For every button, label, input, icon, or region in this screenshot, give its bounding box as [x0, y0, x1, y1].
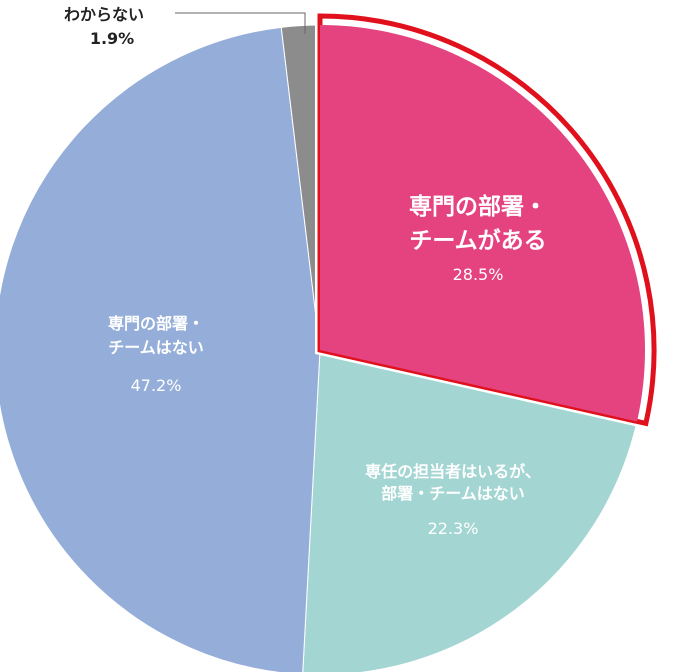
- slice-label-no-team: チームはない: [108, 338, 204, 357]
- highlight-border: [317, 13, 657, 427]
- slice-label-team-exists: チームがある: [409, 227, 546, 254]
- slice-label-dedicated-staff: 専任の担当者はいるが、: [365, 462, 541, 481]
- pie-slice-team-exists-overlay: [320, 25, 646, 422]
- slice-value-unknown: 1.9%: [90, 29, 134, 48]
- slice-label-dedicated-staff: 部署・チームはない: [381, 484, 525, 503]
- pie-slice-dedicated-staff: [302, 349, 638, 672]
- slice-label-unknown: わからない: [64, 5, 144, 24]
- slice-label-team-exists: 専門の部署・: [409, 193, 547, 220]
- slice-value-dedicated-staff: 22.3%: [428, 519, 479, 538]
- slice-value-no-team: 47.2%: [131, 376, 182, 395]
- pie-slice-no-team: [0, 26, 321, 672]
- slice-label-no-team: 専門の部署・: [108, 314, 204, 333]
- slice-value-team-exists: 28.5%: [453, 265, 504, 284]
- leader-line: [175, 12, 306, 34]
